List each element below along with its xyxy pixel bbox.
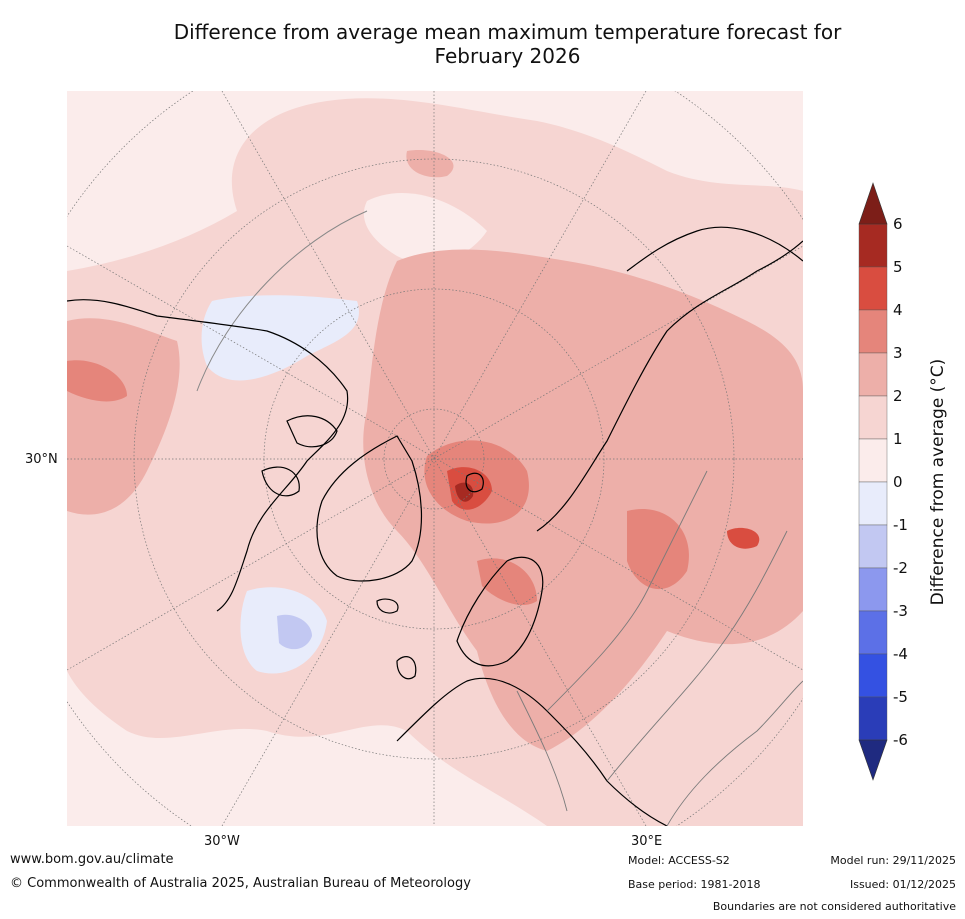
coastlines [67, 226, 803, 826]
colorbar-block [858, 395, 888, 440]
colorbar-block [858, 696, 888, 741]
colorbar [858, 182, 888, 781]
title-line-1: Difference from average mean maximum tem… [173, 20, 842, 44]
coastline-eurasia-east [626, 226, 803, 272]
lon-label-30w: 30°W [204, 834, 240, 849]
colorbar-over-triangle [858, 182, 888, 225]
footer-model-run: Model run: 29/11/2025 [830, 854, 956, 867]
anomaly-region-3-4-scandinavia [477, 558, 537, 606]
footer-copyright: © Commonwealth of Australia 2025, Austra… [10, 876, 471, 891]
colorbar-block [858, 438, 888, 483]
colorbar-tick-label: 3 [893, 344, 903, 362]
map-svg [67, 91, 803, 826]
anomaly-region-0-1-arctic [363, 192, 487, 263]
anomaly-region-neg-atlantic-core [277, 614, 312, 650]
colorbar-tick-label: 4 [893, 301, 903, 319]
colorbar-tick-label: 2 [893, 387, 903, 405]
colorbar-block [858, 223, 888, 268]
colorbar-tick-label: 1 [893, 430, 903, 448]
chart-title: Difference from average mean maximum tem… [60, 20, 955, 68]
colorbar-tick-label: -6 [893, 731, 908, 749]
footer-disclaimer: Boundaries are not considered authoritat… [712, 900, 956, 913]
coastline-scandinavia [456, 556, 544, 667]
colorbar-tick-label: 0 [893, 473, 903, 491]
lat-label-30n: 30°N [25, 452, 58, 467]
coastline-svalbard [465, 472, 484, 493]
coastline-north-america [67, 299, 349, 612]
footer-model: Model: ACCESS-S2 [628, 854, 730, 867]
colorbar-block [858, 266, 888, 311]
forecast-map[interactable] [67, 91, 803, 826]
coastline-greenland [316, 435, 423, 582]
anomaly-region-neg-greenland-sea [201, 295, 359, 381]
footer-website[interactable]: www.bom.gov.au/climate [10, 852, 174, 867]
colorbar-block [858, 309, 888, 354]
anomaly-region-2-3-north-atlantic [406, 150, 454, 178]
title-line-2: February 2026 [434, 44, 581, 68]
colorbar-blocks [858, 223, 888, 741]
anomaly-region-5-6 [455, 482, 474, 502]
colorbar-tick-label: -3 [893, 602, 908, 620]
colorbar-block [858, 653, 888, 698]
graticule [67, 91, 803, 826]
coastline-canadian-archipelago [286, 415, 338, 448]
colorbar-block [858, 610, 888, 655]
anomaly-region-4-5-east [727, 527, 760, 549]
coastline-iceland [376, 598, 399, 614]
colorbar-tick-label: 5 [893, 258, 903, 276]
colorbar-title: Difference from average (°C) [928, 358, 948, 606]
anomaly-region-3-4-alaska [67, 360, 127, 402]
colorbar-block [858, 352, 888, 397]
colorbar-under-triangle [858, 739, 888, 781]
colorbar-tick-label: -2 [893, 559, 908, 577]
colorbar-block [858, 567, 888, 612]
coastline-british-isles [396, 656, 417, 680]
footer-base-period: Base period: 1981-2018 [628, 878, 761, 891]
coastline-eurasia-north [536, 240, 803, 532]
lon-label-30e: 30°E [631, 834, 663, 849]
colorbar-tick-label: -1 [893, 516, 908, 534]
anomaly-region-3-4-siberia [627, 509, 689, 590]
map-edge-arc [196, 210, 368, 392]
boundaries [516, 470, 803, 826]
coastline-baffin-island [261, 466, 300, 497]
colorbar-tick-label: -4 [893, 645, 908, 663]
footer-issued: Issued: 01/12/2025 [849, 878, 956, 891]
colorbar-block [858, 524, 888, 569]
anomaly-region-2-3-eurasia [363, 249, 803, 751]
colorbar-block [858, 481, 888, 526]
colorbar-tick-label: 6 [893, 215, 903, 233]
colorbar-tick-label: -5 [893, 688, 908, 706]
